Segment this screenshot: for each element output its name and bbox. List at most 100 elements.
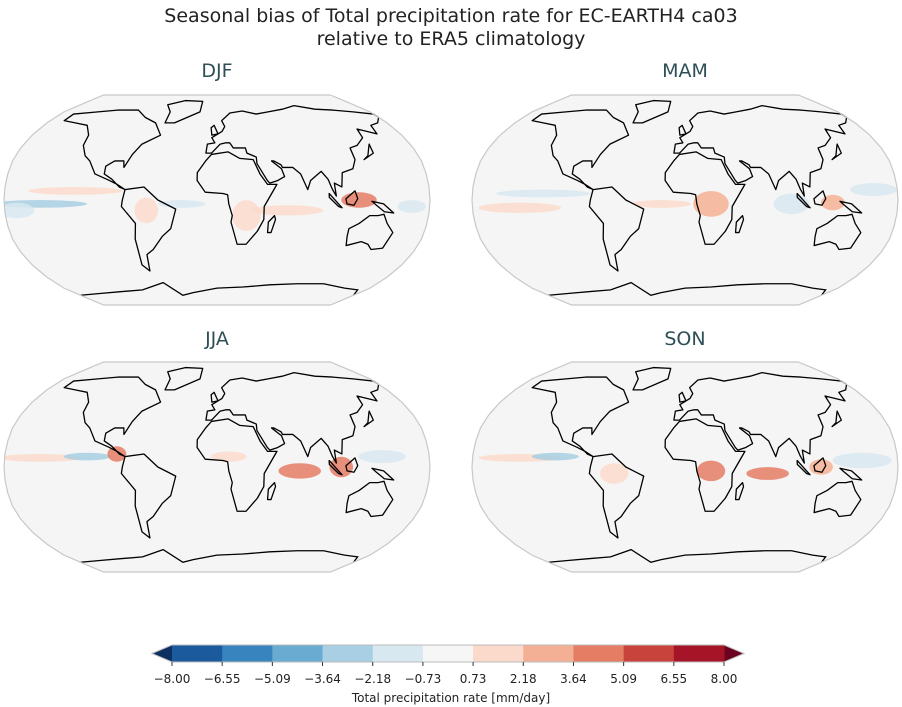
coastline-japan — [831, 143, 842, 161]
panel-title-jja: JJA — [205, 328, 229, 350]
bias-region — [28, 187, 123, 195]
bias-region — [63, 452, 111, 461]
coastline-africa — [196, 151, 278, 245]
panel-title-mam: MAM — [662, 60, 708, 82]
bias-region — [495, 189, 591, 198]
colorbar-tick-label: 5.09 — [610, 672, 637, 686]
bias-region — [358, 450, 406, 464]
bias-region — [849, 183, 898, 197]
coastline-borneo — [345, 190, 359, 206]
bias-region — [599, 463, 629, 484]
map-border — [471, 361, 899, 573]
coastline-samerica — [120, 453, 177, 539]
colorbar-tick-label: 0.73 — [459, 672, 487, 686]
coastline-greenland — [164, 99, 204, 124]
coastline-sumatra — [328, 192, 343, 209]
colorbar-tick-label: −6.55 — [203, 672, 241, 686]
coastline-borneo — [813, 190, 827, 206]
colorbar-tick-label: −5.09 — [253, 672, 291, 686]
colorbar-segment — [272, 645, 324, 662]
coastline-newguinea — [371, 467, 395, 481]
coastline-australia — [345, 213, 394, 251]
coastline-antarctica — [80, 281, 359, 296]
coastline-eurasia — [205, 371, 380, 464]
bias-region — [478, 202, 562, 213]
bias-region — [211, 451, 247, 462]
coastline-sumatra — [796, 192, 811, 209]
coastline-newguinea — [839, 200, 863, 214]
bias-region — [4, 454, 82, 462]
coastline-australia — [345, 480, 394, 518]
map-border — [3, 361, 431, 573]
coastline-africa — [664, 151, 746, 245]
coastline-borneo — [345, 457, 359, 473]
coastline-namerica — [63, 109, 162, 191]
map-background — [4, 95, 430, 305]
coastline-uk — [210, 391, 219, 403]
bias-region — [4, 202, 35, 219]
coastline-antarctica — [80, 548, 359, 563]
bias-region — [134, 197, 159, 224]
bias-region — [397, 200, 427, 213]
panel-title-son: SON — [664, 328, 706, 350]
bias-region — [252, 205, 324, 216]
coastline-uk — [678, 391, 687, 403]
colorbar-tick-label: 3.64 — [560, 672, 587, 686]
bias-field — [478, 183, 898, 217]
colorbar-label: Total precipitation rate [mm/day] — [351, 691, 551, 705]
coastline-japan — [831, 410, 842, 428]
map-border — [471, 94, 899, 306]
colorbar-segment — [322, 645, 374, 662]
coastline-africa — [196, 418, 278, 512]
colorbar-tick-label: 2.18 — [509, 672, 537, 686]
coastline-africa — [664, 418, 746, 512]
colorbar-segment — [623, 645, 675, 662]
coastline-eurasia — [673, 104, 848, 197]
bias-region — [746, 467, 789, 480]
coastline-sumatra — [796, 459, 811, 476]
map-background — [472, 362, 898, 572]
coastline-australia — [813, 480, 862, 518]
coastline-antarctica — [548, 548, 827, 563]
coastline-uk — [678, 124, 687, 136]
bias-region — [232, 200, 261, 232]
coastline-antarctica — [548, 281, 827, 296]
coastline-madagascar — [734, 214, 745, 234]
coastline-namerica — [531, 376, 630, 458]
colorbar-tick-label: 6.55 — [660, 672, 688, 686]
map-panel-jja — [3, 361, 431, 573]
colorbar-tick-label: −0.73 — [404, 672, 442, 686]
bias-region — [832, 452, 892, 469]
coastline-namerica — [531, 109, 630, 191]
map-background — [472, 95, 898, 305]
panel-title-djf: DJF — [201, 60, 233, 82]
coastline-uk — [210, 124, 219, 136]
coastline-namerica — [63, 376, 162, 458]
coastline-sumatra — [328, 459, 343, 476]
bias-region — [773, 193, 810, 215]
map-panel-djf — [3, 94, 431, 306]
bias-region — [107, 446, 127, 462]
bias-region — [531, 452, 579, 461]
colorbar-tick-label: −2.18 — [354, 672, 392, 686]
coastline-australia — [813, 213, 862, 251]
map-background — [4, 362, 430, 572]
colorbar-segment — [222, 645, 273, 662]
bias-region — [631, 200, 691, 208]
coastline-newguinea — [371, 200, 395, 214]
bias-region — [820, 194, 845, 211]
coastline-madagascar — [266, 481, 277, 501]
coastline-japan — [363, 143, 374, 161]
coastline-madagascar — [734, 481, 745, 501]
colorbar-tick-label: −3.64 — [304, 672, 341, 686]
colorbar-extend-under — [152, 645, 172, 662]
coastline-samerica — [588, 453, 645, 539]
bias-region — [278, 463, 322, 479]
colorbar-segment — [172, 645, 223, 662]
colorbar-segment — [523, 645, 574, 662]
map-panel-mam — [471, 94, 899, 306]
coastline-borneo — [813, 457, 827, 473]
colorbar-segment — [673, 645, 725, 662]
